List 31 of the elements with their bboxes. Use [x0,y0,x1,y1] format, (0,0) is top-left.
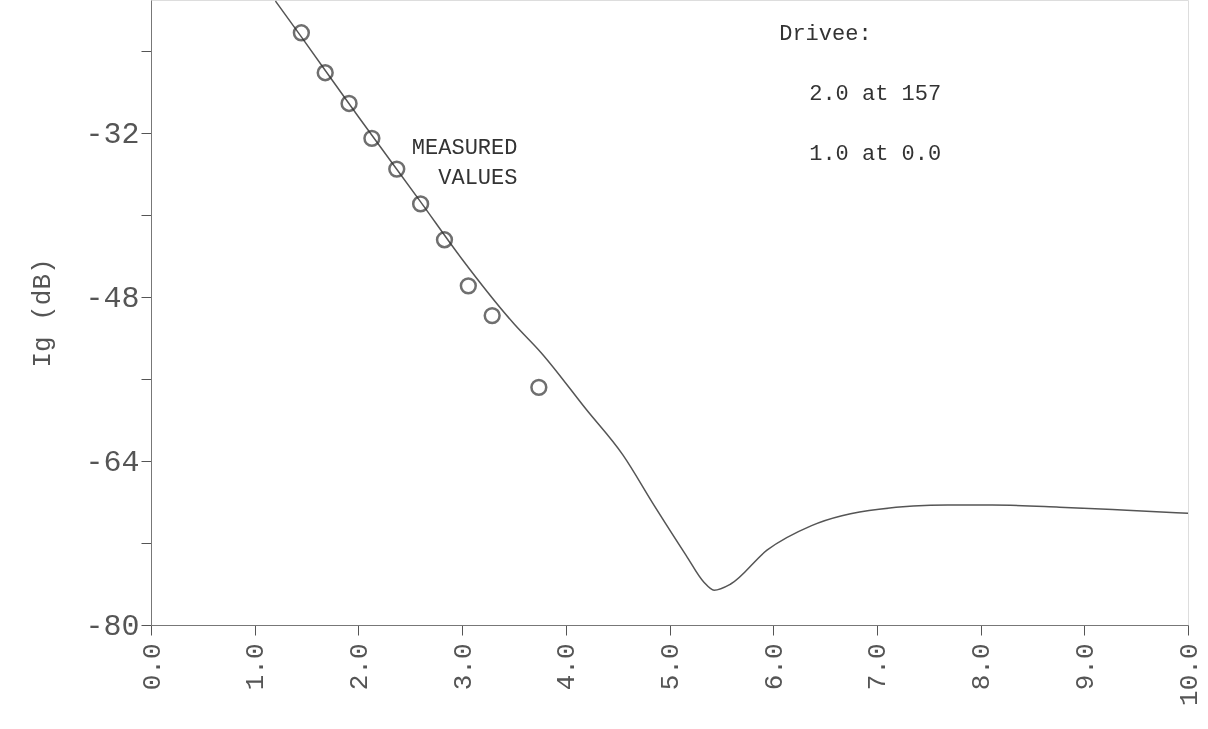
x-tick-label: 8.0 [967,643,998,691]
x-tick-label: 9.0 [1070,643,1101,691]
x-tick-label: 0.0 [137,643,168,691]
series-label: MEASURED VALUES [411,136,518,191]
annotation: Drivee: [779,22,872,47]
y-tick-label: -32 [85,117,140,152]
x-tick-label: 2.0 [344,643,375,691]
x-tick-label: 3.0 [448,643,479,691]
point [388,160,406,178]
y-tick-label: -80 [85,609,140,644]
annotation: 2.0 at 157 [809,82,942,107]
x-tick-label: 5.0 [656,643,686,691]
point [363,129,381,147]
point [530,378,548,396]
x-tick-label: 10.0 [1174,643,1205,706]
point [483,306,501,325]
y-tick-label: -64 [85,445,140,480]
point [340,94,358,113]
line-series [274,0,1189,591]
point [411,195,430,213]
annotation: 1.0 at 0.0 [809,142,942,167]
y-tick-label: -48 [85,281,140,316]
x-tick-label: 6.0 [759,643,790,691]
point [459,277,477,295]
point [316,64,334,82]
x-tick-label: 1.0 [241,643,272,691]
point [292,24,311,42]
y-axis-title: Ig (dB) [28,258,59,368]
point [435,231,454,249]
x-tick-label: 7.0 [863,643,894,691]
x-tick-label: 4.0 [552,643,583,691]
